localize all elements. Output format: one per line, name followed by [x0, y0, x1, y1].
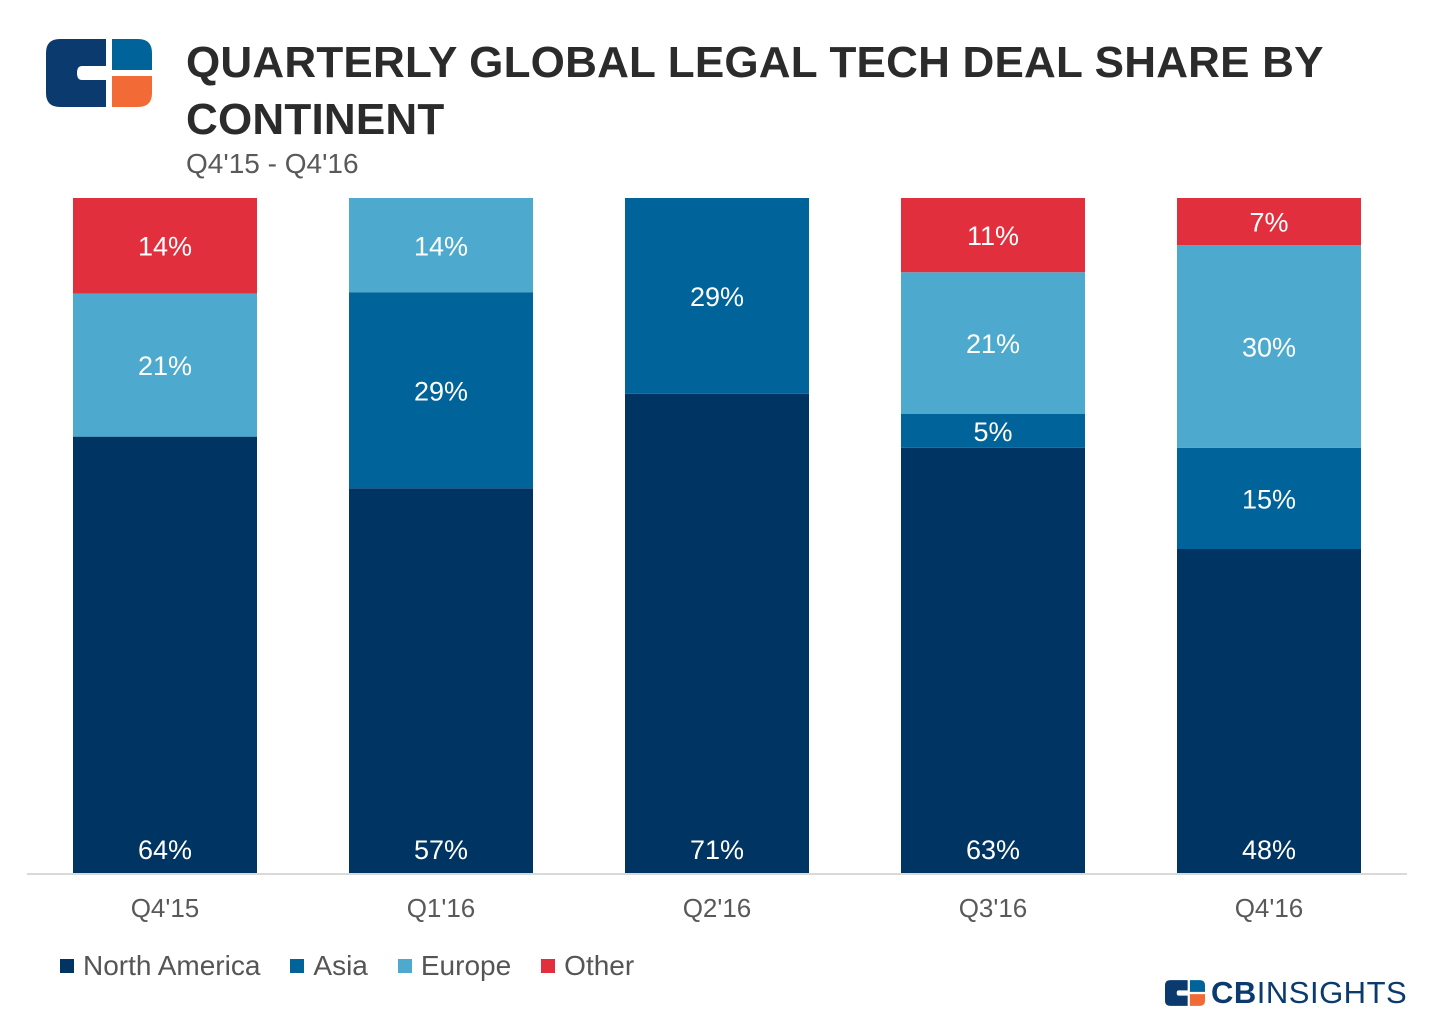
- bar-north-america: [901, 447, 1085, 873]
- legend-label: Asia: [313, 950, 368, 981]
- data-label: 5%: [973, 417, 1012, 447]
- legend-swatch: [290, 959, 305, 973]
- legend: North America Asia Europe Other: [60, 950, 634, 982]
- data-label: 63%: [966, 835, 1020, 865]
- x-tick-label: Q4'16: [1235, 893, 1304, 923]
- data-label: 64%: [138, 835, 192, 865]
- data-label: 21%: [966, 329, 1020, 359]
- bar-europe: [901, 272, 1085, 414]
- legend-label: Other: [564, 950, 635, 981]
- bar-europe: [1177, 245, 1361, 448]
- data-label: 48%: [1242, 835, 1296, 865]
- bar-other: [73, 198, 257, 294]
- legend-label: Europe: [420, 950, 512, 981]
- bar-europe: [349, 198, 533, 293]
- legend-item-other: Other: [541, 950, 634, 982]
- data-label: 29%: [690, 282, 744, 312]
- legend-item-asia: Asia: [290, 950, 368, 982]
- legend-swatch: [541, 959, 556, 973]
- legend-item-europe: Europe: [397, 950, 512, 982]
- data-label: 21%: [138, 351, 192, 381]
- brand-wordmark: CBINSIGHTS: [1211, 975, 1408, 1010]
- data-label: 57%: [414, 835, 468, 865]
- bar-asia: [1177, 447, 1361, 549]
- data-label: 30%: [1242, 333, 1296, 363]
- chart-title: QUARTERLY GLOBAL LEGAL TECH DEAL SHARE B…: [186, 38, 1323, 144]
- x-tick-label: Q1'16: [407, 893, 476, 923]
- data-label: 15%: [1242, 484, 1296, 514]
- legend-item-north-america: North America: [60, 950, 260, 982]
- bar-asia: [349, 292, 533, 489]
- data-label: 29%: [414, 376, 468, 406]
- bar-asia: [625, 198, 809, 394]
- cb-insights-small-logo-icon: [1165, 980, 1205, 1006]
- legend-swatch: [60, 959, 74, 973]
- chart-subtitle: Q4'15 - Q4'16: [186, 148, 359, 179]
- data-label: 7%: [1249, 208, 1288, 238]
- x-tick-label: Q2'16: [683, 893, 752, 923]
- bar-europe: [73, 293, 257, 437]
- data-label: 71%: [690, 835, 744, 865]
- x-tick-label: Q3'16: [959, 893, 1028, 923]
- bar-north-america: [73, 436, 257, 873]
- bar-north-america: [625, 393, 809, 873]
- brand-footer: CBINSIGHTS: [1165, 975, 1407, 1011]
- bar-asia: [901, 414, 1085, 448]
- bar-other: [1177, 198, 1361, 246]
- legend-swatch: [397, 959, 412, 973]
- bar-other: [901, 198, 1085, 273]
- cb-insights-logo: [46, 39, 152, 107]
- bar-north-america: [349, 488, 533, 873]
- bar-north-america: [1177, 549, 1361, 873]
- data-label: 14%: [414, 231, 468, 261]
- data-label: 14%: [138, 232, 192, 262]
- data-label: 11%: [967, 221, 1019, 251]
- x-tick-label: Q4'15: [131, 893, 200, 923]
- legend-label: North America: [83, 950, 261, 981]
